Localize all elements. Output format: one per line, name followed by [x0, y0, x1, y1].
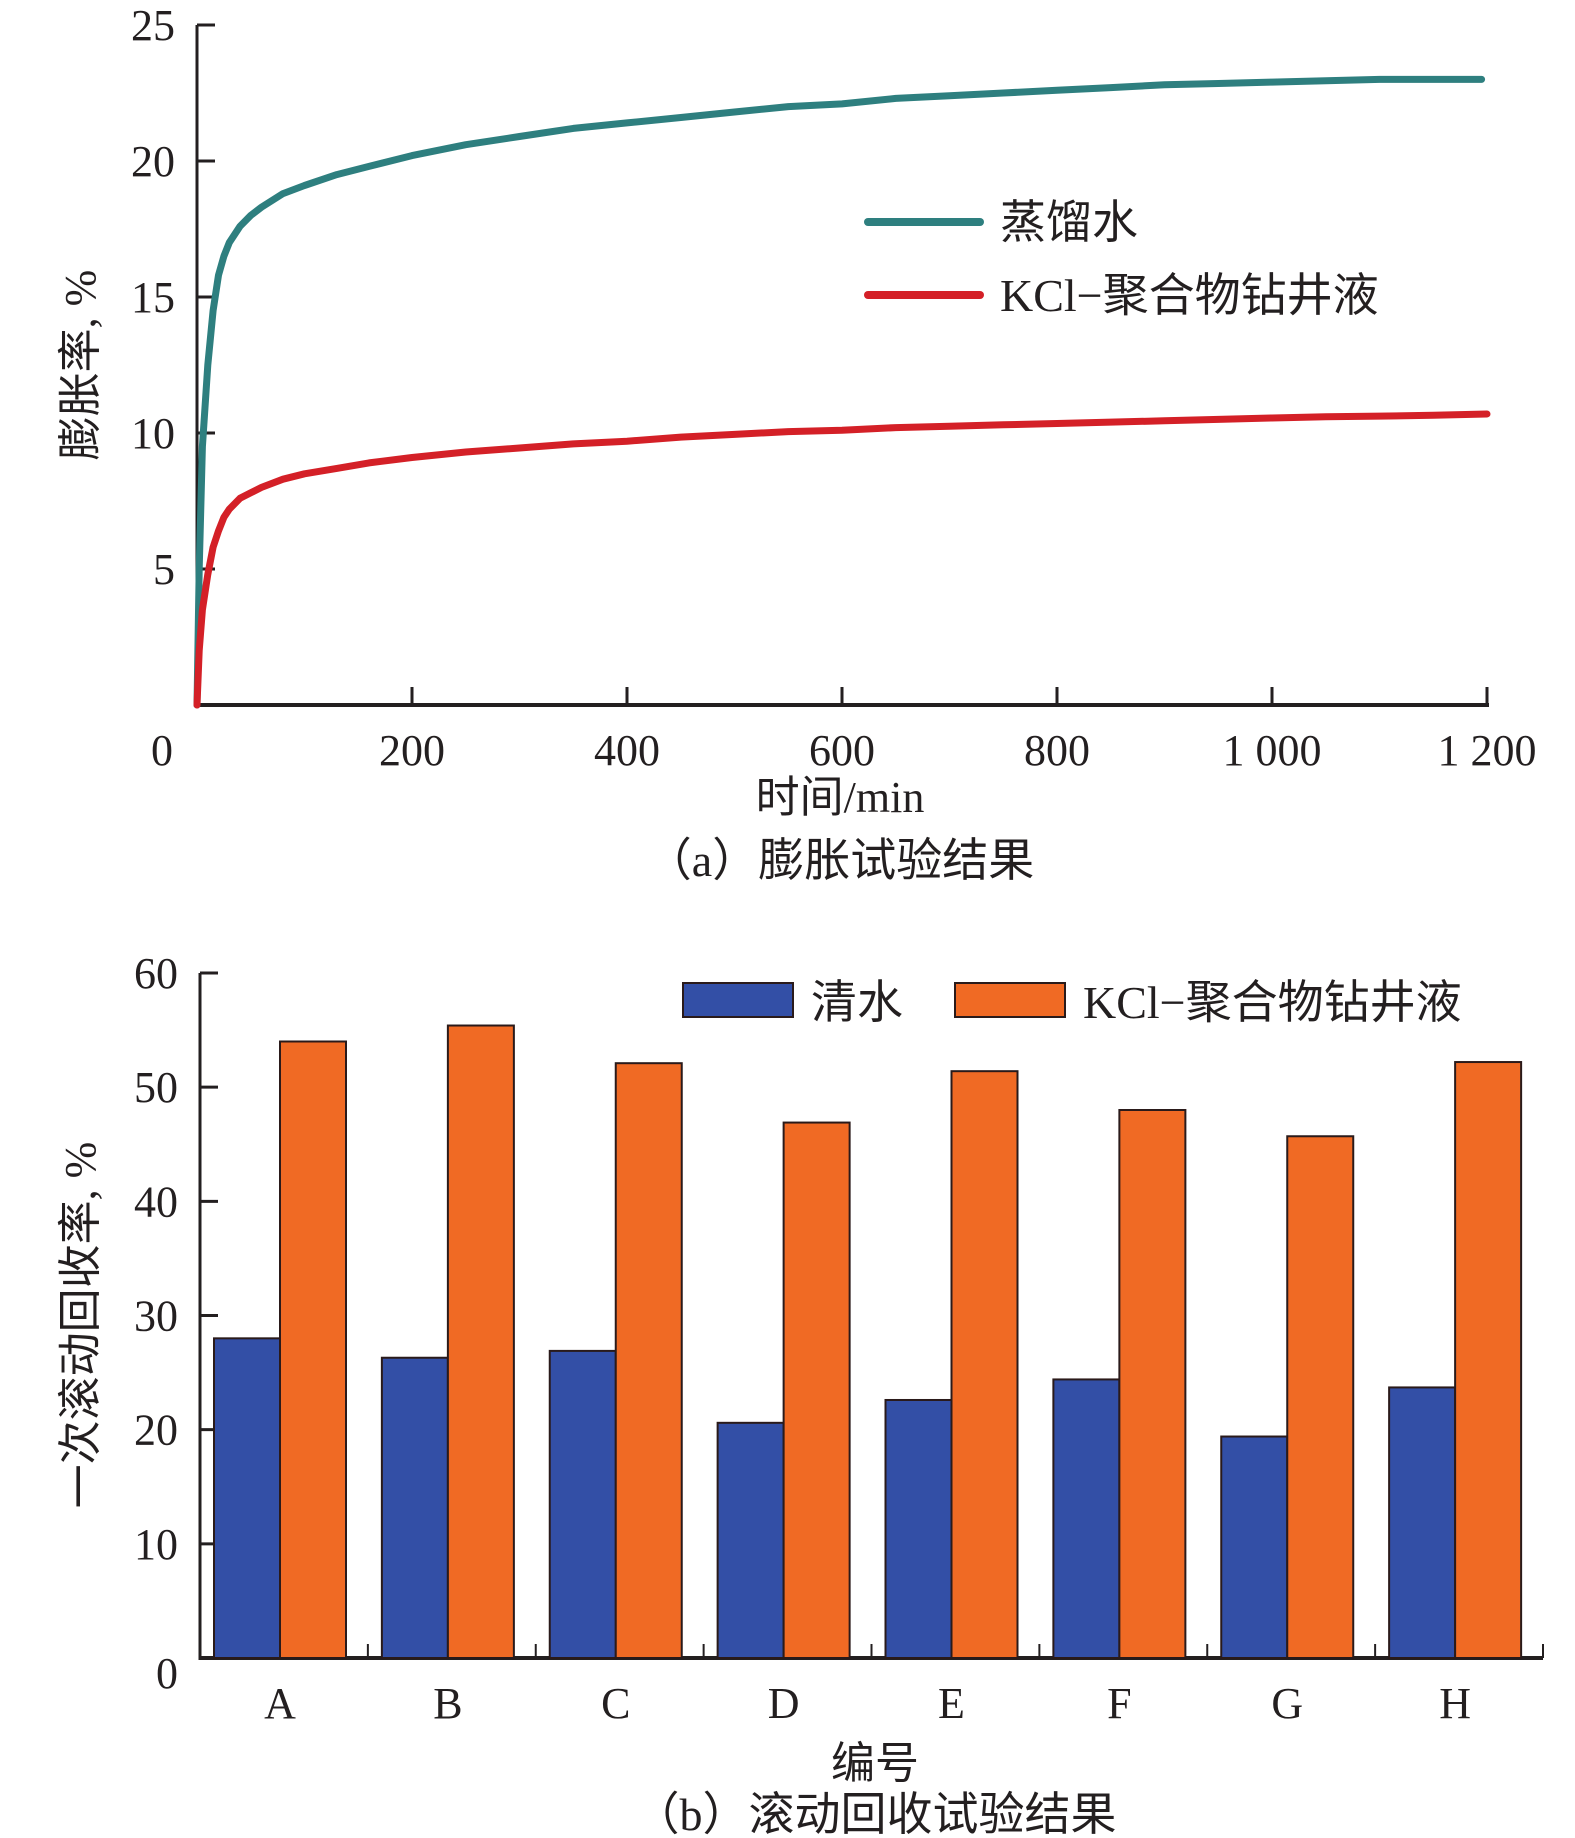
- bar-A-fresh-water: [213, 1337, 281, 1659]
- x-tick-label: 400: [594, 726, 660, 775]
- x-tick-label: 600: [809, 726, 875, 775]
- legend-swatch: [682, 982, 794, 1018]
- x-tick-label: H: [1439, 1679, 1471, 1728]
- legend-label: KCl−聚合物钻井液: [1083, 977, 1462, 1028]
- x-tick-label: 0: [151, 726, 173, 775]
- rolling-recovery-chart: 0 10 20 30 40 50 60 A B C D E F G H 清水 KCl−聚合物钻井液 编号 一次…: [56, 949, 1544, 1838]
- bar-H-kcl-polymer: [1454, 1061, 1523, 1660]
- series-line-kcl-polymer: [193, 410, 1491, 709]
- y-tick-label: 20: [134, 1406, 178, 1455]
- rolling-recovery-chart-legend: 清水 KCl−聚合物钻井液: [682, 977, 1462, 1028]
- x-tick-label: 1 000: [1223, 726, 1322, 775]
- y-tick-label: 60: [134, 949, 178, 998]
- y-tick-label: 30: [134, 1292, 178, 1341]
- rolling-recovery-chart-ylabel: 一次滚动回收率, %: [56, 1142, 105, 1509]
- y-tick-label: 20: [131, 137, 175, 186]
- x-tick-label: 200: [379, 726, 445, 775]
- swelling-chart-xlabel: 时间/min: [756, 773, 925, 822]
- bar-F-fresh-water: [1052, 1378, 1121, 1659]
- legend-label: 清水: [811, 977, 903, 1028]
- y-tick-label: 5: [153, 545, 175, 594]
- x-tick-label: D: [768, 1679, 800, 1728]
- bar-D-kcl-polymer: [782, 1121, 851, 1659]
- swelling-chart-axes: 5 10 15 20 25 0 200 400 600 800 1 000 1 200: [131, 1, 1537, 775]
- swelling-chart-legend: 蒸馏水 KCl−聚合物钻井液: [864, 197, 1379, 321]
- legend-swatch: [954, 982, 1066, 1018]
- y-tick-label: 10: [131, 409, 175, 458]
- legend-label: KCl−聚合物钻井液: [1000, 270, 1379, 321]
- bar-C-fresh-water: [548, 1349, 617, 1659]
- bar-G-fresh-water: [1220, 1435, 1289, 1659]
- swelling-chart-ylabel: 膨胀率, %: [56, 270, 105, 461]
- swelling-chart-caption: （a）膨胀试验结果: [646, 835, 1034, 886]
- rolling-recovery-chart-bars: [213, 1024, 1523, 1660]
- bar-E-fresh-water: [884, 1398, 953, 1659]
- y-tick-label: 50: [134, 1063, 178, 1112]
- rolling-recovery-chart-caption: （b）滚动回收试验结果: [634, 1789, 1117, 1838]
- x-tick-label: A: [264, 1679, 296, 1728]
- y-tick-label: 15: [131, 273, 175, 322]
- swelling-chart-series: [193, 75, 1491, 709]
- x-tick-label: E: [938, 1679, 965, 1728]
- swelling-chart: 5 10 15 20 25 0 200 400 600 800 1 000 1 200 蒸馏水 KCl−…: [56, 1, 1537, 886]
- legend-label: 蒸馏水: [1000, 197, 1138, 248]
- bar-B-fresh-water: [380, 1356, 449, 1659]
- bar-G-kcl-polymer: [1286, 1135, 1355, 1659]
- rolling-recovery-chart-xlabel: 编号: [831, 1739, 919, 1788]
- x-tick-label: G: [1271, 1679, 1303, 1728]
- x-tick-label: B: [433, 1679, 462, 1728]
- bar-H-fresh-water: [1388, 1386, 1457, 1659]
- series-line-distilled-water: [193, 75, 1486, 709]
- y-tick-label: 0: [156, 1649, 178, 1698]
- y-tick-label: 10: [134, 1520, 178, 1569]
- x-tick-label: F: [1107, 1679, 1131, 1728]
- x-tick-label: C: [601, 1679, 630, 1728]
- y-tick-label: 40: [134, 1177, 178, 1226]
- x-tick-label: 1 200: [1438, 726, 1537, 775]
- bar-C-kcl-polymer: [614, 1062, 683, 1660]
- y-tick-label: 25: [131, 1, 175, 50]
- rolling-recovery-chart-axes: 0 10 20 30 40 50 60 A B C D E F G H: [134, 949, 1544, 1728]
- bar-E-kcl-polymer: [950, 1070, 1019, 1659]
- bar-F-kcl-polymer: [1118, 1109, 1187, 1659]
- bar-D-fresh-water: [716, 1421, 785, 1659]
- bar-A-kcl-polymer: [279, 1040, 347, 1659]
- x-tick-label: 800: [1024, 726, 1090, 775]
- bar-B-kcl-polymer: [446, 1024, 515, 1659]
